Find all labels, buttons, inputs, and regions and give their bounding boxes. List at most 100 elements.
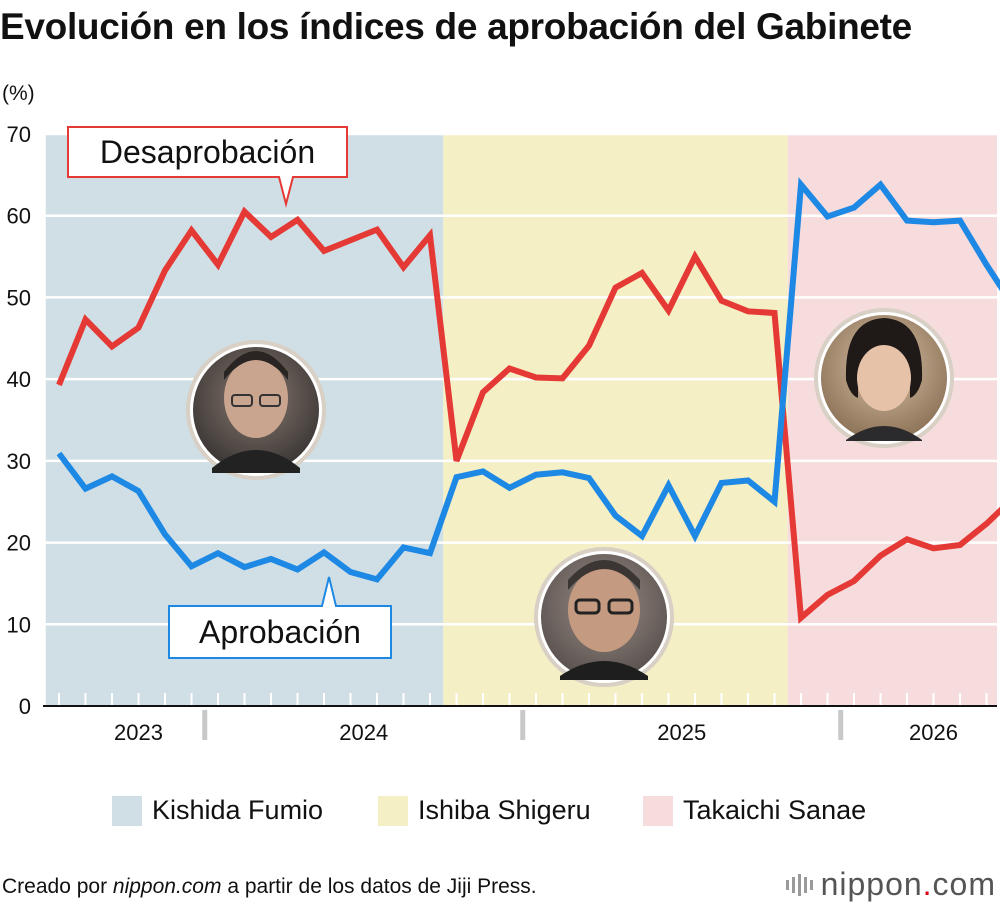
data-point — [668, 310, 669, 312]
logo-dot: . — [922, 866, 933, 902]
data-point — [694, 535, 696, 537]
data-point — [297, 569, 298, 571]
data-point — [880, 555, 881, 557]
data-point — [853, 580, 855, 582]
data-point — [376, 578, 378, 580]
y-tick-label: 60 — [7, 204, 31, 229]
chart-svg: Desaprobación Aprobación 0 10 20 30 40 50 60 70 (… — [2, 82, 1000, 745]
data-point — [58, 453, 60, 455]
data-point — [668, 484, 669, 486]
year-label: 2025 — [657, 720, 706, 745]
data-point — [482, 391, 484, 393]
data-point — [880, 184, 881, 186]
data-point — [350, 239, 351, 241]
legend-item-kishida: Kishida Fumio — [112, 795, 323, 826]
data-point — [429, 234, 431, 236]
data-point — [85, 488, 86, 490]
data-point — [774, 312, 775, 314]
y-tick-label: 0 — [19, 694, 31, 719]
data-point — [588, 345, 590, 347]
data-point — [217, 264, 219, 266]
data-point — [615, 287, 616, 289]
callout-approval-text: Aprobación — [199, 614, 361, 650]
data-point — [323, 551, 325, 553]
callout-disapproval-box — [67, 126, 348, 208]
logo-tld: com — [932, 866, 996, 902]
data-point — [244, 566, 245, 568]
data-point — [641, 535, 643, 537]
source-credit: Creado por nippon.com a partir de los da… — [2, 875, 537, 899]
data-point — [747, 310, 749, 312]
data-point — [827, 216, 828, 218]
data-point — [138, 327, 139, 329]
callout-approval-box — [168, 576, 392, 659]
data-point — [138, 490, 139, 492]
data-point — [906, 220, 908, 222]
data-point — [509, 368, 510, 370]
data-point — [747, 479, 749, 481]
data-point — [456, 460, 457, 462]
y-tick-label: 70 — [7, 122, 31, 147]
data-point — [535, 377, 537, 379]
data-point — [403, 266, 404, 268]
ishiba-portrait — [534, 547, 674, 687]
logo-main: nippon — [820, 866, 923, 902]
data-point — [58, 384, 60, 386]
data-point — [111, 475, 113, 477]
y-tick-label: 20 — [7, 531, 31, 556]
data-point — [456, 476, 457, 478]
y-tick-label: 10 — [7, 612, 31, 637]
data-point — [482, 470, 484, 472]
callout-approval: Aprobación — [168, 576, 392, 659]
legend-item-ishiba: Ishiba Shigeru — [378, 795, 591, 826]
data-point — [191, 229, 192, 231]
data-point — [933, 221, 934, 223]
data-point — [85, 318, 86, 320]
data-point — [164, 269, 166, 271]
credit-prefix: Creado por — [2, 875, 113, 898]
logo-bars-icon — [785, 873, 813, 896]
year-label: 2023 — [114, 720, 163, 745]
data-point — [906, 538, 908, 540]
data-point — [376, 229, 378, 231]
legend-label-kishida: Kishida Fumio — [152, 795, 324, 825]
legend-swatch-kishida — [112, 795, 142, 826]
data-point — [588, 477, 590, 479]
data-point — [111, 345, 113, 347]
y-tick-label: 50 — [7, 285, 31, 310]
callout-disapproval-text: Desaprobación — [100, 134, 315, 170]
data-point — [721, 300, 722, 302]
year-label: 2024 — [339, 720, 388, 745]
year-label: 2026 — [909, 720, 958, 745]
data-point — [827, 594, 828, 596]
data-point — [800, 617, 802, 619]
data-point — [535, 474, 537, 476]
data-point — [509, 487, 510, 489]
data-point — [297, 219, 298, 221]
data-point — [641, 272, 643, 274]
y-axis-label: (%) — [2, 82, 35, 105]
legend-label-takaichi: Takaichi Sanae — [683, 795, 867, 825]
data-point — [959, 544, 961, 546]
y-tick-label: 40 — [7, 367, 31, 392]
data-point — [986, 264, 987, 266]
legend-swatch-takaichi — [643, 795, 673, 826]
legend-item-takaichi: Takaichi Sanae — [643, 795, 866, 826]
data-point — [350, 571, 351, 573]
legend-label-ishiba: Ishiba Shigeru — [418, 795, 591, 825]
chart-title: Evolución en los índices de aprobación d… — [0, 6, 912, 47]
data-point — [615, 515, 616, 517]
data-point — [270, 236, 272, 238]
takaichi-portrait — [814, 308, 954, 448]
callout-disapproval: Desaprobación — [67, 126, 348, 208]
data-point — [774, 501, 775, 503]
data-point — [959, 220, 961, 222]
data-point — [429, 552, 431, 554]
data-point — [986, 523, 987, 525]
data-point — [853, 207, 855, 209]
data-point — [721, 482, 722, 484]
data-point — [800, 184, 802, 186]
credit-site: nippon.com — [112, 875, 222, 898]
data-point — [270, 558, 272, 560]
data-point — [562, 471, 563, 473]
